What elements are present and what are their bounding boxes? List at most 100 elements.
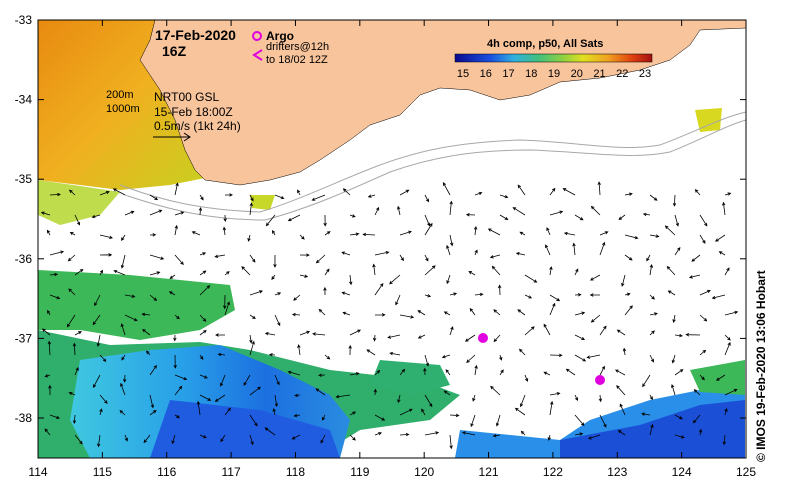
- current-arrow-icon: [424, 214, 431, 227]
- current-arrow-icon: [374, 414, 386, 421]
- current-arrow-icon: [141, 312, 151, 317]
- current-arrow-icon: [599, 241, 606, 256]
- lon-tick-label: 117: [222, 465, 241, 479]
- current-arrow-icon: [549, 294, 561, 302]
- current-arrow-icon: [222, 226, 227, 236]
- current-arrow-icon: [121, 234, 126, 241]
- current-arrow-icon: [291, 434, 301, 440]
- current-arrow-icon: [49, 272, 59, 277]
- current-arrow-icon: [461, 431, 476, 436]
- current-arrow-icon: [449, 434, 453, 450]
- current-arrow-icon: [399, 432, 410, 437]
- current-arrow-icon: [674, 414, 683, 420]
- current-arrow-icon: [515, 252, 526, 256]
- current-arrow-icon: [724, 341, 731, 356]
- current-arrow-icon: [149, 410, 157, 416]
- current-arrow-icon: [449, 413, 460, 418]
- current-arrow-icon: [320, 434, 326, 444]
- altimetry-source-label: NRT00 GSL: [154, 90, 219, 104]
- current-arrow-icon: [72, 414, 77, 425]
- current-arrow-icon: [474, 249, 478, 256]
- current-arrow-icon: [49, 294, 61, 300]
- current-arrow-icon: [199, 194, 204, 201]
- current-arrow-icon: [199, 285, 211, 296]
- current-arrow-icon: [724, 334, 731, 341]
- current-arrow-icon: [297, 189, 301, 196]
- current-arrow-icon: [249, 290, 263, 296]
- current-arrow-icon: [224, 271, 230, 276]
- current-arrow-icon: [424, 194, 429, 203]
- current-arrow-icon: [491, 265, 501, 276]
- current-arrow-icon: [149, 254, 165, 260]
- current-arrow-icon: [671, 354, 676, 364]
- current-arrow-icon: [74, 367, 79, 376]
- current-arrow-icon: [599, 414, 607, 428]
- colorbar-tick-label: 19: [548, 68, 560, 80]
- current-arrow-icon: [718, 251, 726, 256]
- current-arrow-icon: [294, 393, 301, 398]
- current-arrow-icon: [589, 293, 601, 297]
- current-arrow-icon: [315, 388, 326, 396]
- current-arrow-icon: [143, 434, 151, 444]
- current-arrow-icon: [41, 328, 51, 336]
- colorbar: 4h comp, p50, All Sats 15 16 17 18 19 20 21 22 2…: [454, 38, 653, 80]
- current-arrow-icon: [223, 294, 227, 310]
- current-arrow-icon: [142, 328, 151, 336]
- current-arrow-icon: [424, 354, 430, 367]
- current-arrow-icon: [40, 211, 51, 216]
- current-arrow-icon: [465, 213, 476, 217]
- current-arrow-icon: [342, 311, 351, 316]
- colorbar-tick-label: 21: [593, 68, 605, 80]
- drifters-window-label: to 18/02 12Z: [266, 54, 328, 66]
- current-arrow-icon: [374, 369, 381, 376]
- current-arrow-icon: [287, 214, 301, 222]
- current-arrow-icon: [374, 432, 382, 436]
- current-arrow-icon: [274, 374, 280, 386]
- current-arrow-icon: [311, 194, 326, 201]
- current-arrow-icon: [324, 231, 331, 236]
- current-arrow-icon: [124, 294, 136, 298]
- current-arrow-icon: [224, 193, 233, 197]
- current-arrow-icon: [649, 294, 655, 300]
- current-arrow-icon: [199, 394, 212, 401]
- current-arrow-icon: [649, 394, 653, 401]
- current-arrow-icon: [442, 182, 451, 196]
- current-arrow-icon: [199, 314, 207, 322]
- current-arrow-icon: [265, 214, 276, 227]
- current-arrow-icon: [543, 371, 551, 376]
- current-arrow-icon: [474, 191, 483, 196]
- current-arrow-icon: [68, 189, 76, 196]
- current-arrow-icon: [293, 413, 301, 418]
- vector-scale-label: 0.5m/s (1kt 24h): [154, 119, 241, 133]
- current-arrow-icon: [449, 292, 458, 296]
- current-arrow-icon: [348, 344, 352, 356]
- current-arrow-icon: [123, 374, 127, 383]
- current-arrow-icon: [174, 182, 179, 196]
- current-arrow-icon: [549, 210, 564, 216]
- current-arrow-icon: [342, 188, 351, 196]
- current-arrow-icon: [349, 411, 357, 416]
- current-arrow-icon: [171, 434, 176, 445]
- current-arrow-icon: [241, 266, 251, 276]
- current-arrow-icon: [547, 434, 551, 441]
- drifters-label: drifters@12h: [266, 41, 329, 53]
- current-arrow-icon: [120, 382, 126, 396]
- current-arrow-icon: [224, 407, 231, 416]
- current-arrow-icon: [99, 234, 113, 239]
- current-arrow-icon: [149, 194, 159, 201]
- current-arrow-icon: [299, 330, 311, 336]
- current-arrow-icon: [649, 330, 655, 336]
- current-arrow-icon: [649, 234, 660, 238]
- current-arrow-icon: [543, 323, 551, 336]
- current-arrow-icon: [168, 291, 176, 296]
- current-arrow-icon: [66, 314, 76, 328]
- lon-tick-label: 120: [414, 465, 434, 479]
- lat-tick-label: -33: [15, 13, 33, 27]
- current-arrow-icon: [524, 326, 535, 336]
- current-arrow-icon: [421, 408, 426, 416]
- current-arrow-icon: [722, 434, 726, 446]
- lon-tick-label: 115: [93, 465, 112, 479]
- current-arrow-icon: [174, 254, 184, 266]
- current-arrow-icon: [672, 314, 676, 324]
- colorbar-tick-label: 16: [480, 68, 492, 80]
